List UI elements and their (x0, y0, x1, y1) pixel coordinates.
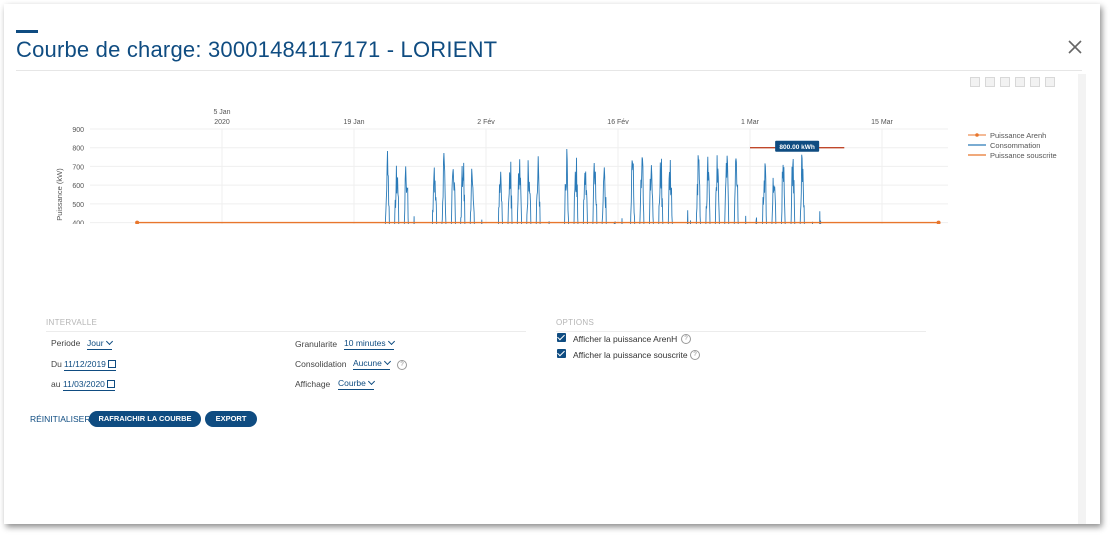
y-tick-label: 400 (72, 221, 84, 224)
au-date-field[interactable]: 11/03/2020 (63, 379, 115, 391)
section-divider-options (556, 331, 926, 332)
scrollbar[interactable] (1078, 74, 1086, 524)
legend-label-souscrite: Puissance souscrite (990, 150, 1057, 160)
chevron-down-icon (383, 357, 391, 366)
y-tick-label: 700 (72, 164, 84, 171)
periode-select[interactable]: Jour (87, 337, 113, 350)
legend-item-arenh[interactable]: Puissance Arenh (968, 130, 1057, 140)
y-tick-label: 800 (72, 146, 84, 153)
periode-label: Periode (51, 338, 81, 348)
lasso-icon[interactable] (985, 77, 995, 87)
option-label-arenh: Afficher la puissance ArenH (573, 334, 678, 344)
affichage-label: Affichage (295, 379, 331, 389)
consolidation-value: Aucune (353, 358, 382, 368)
option-label-souscrite: Afficher la puissance souscrite (573, 350, 688, 360)
help-icon[interactable]: ? (397, 360, 407, 370)
chart-toolbar (970, 77, 1055, 87)
x-tick-label: 19 Jan (343, 119, 364, 126)
legend-swatch-souscrite (968, 154, 986, 156)
y-tick-label: 600 (72, 183, 84, 190)
x-tick-label: 2 Fév (477, 119, 495, 126)
chart-legend: Puissance Arenh Consommation Puissance s… (968, 130, 1057, 160)
section-label-intervalle: INTERVALLE (46, 318, 98, 327)
series-consommation-line (384, 148, 822, 224)
x-tick-label: 16 Fév (607, 119, 629, 126)
granularite-label: Granularite (295, 339, 338, 349)
du-value: 11/12/2019 (64, 359, 106, 369)
series-arenh-point (936, 220, 941, 224)
legend-item-souscrite[interactable]: Puissance souscrite (968, 150, 1057, 160)
checkbox-arenh[interactable] (557, 333, 566, 342)
zoom-out-icon[interactable] (1015, 77, 1025, 87)
modal-dialog: Courbe de charge: 30001484117171 - LORIE… (4, 4, 1100, 524)
section-label-options: OPTIONS (556, 318, 595, 327)
help-icon[interactable]: ? (681, 334, 691, 344)
du-date-field[interactable]: 11/12/2019 (64, 359, 116, 371)
export-button[interactable]: EXPORT (205, 411, 257, 427)
x-tick-label: 5 Jan (213, 109, 230, 116)
y-tick-label: 500 (72, 202, 84, 209)
legend-label-consommation: Consommation (990, 140, 1041, 150)
granularite-select[interactable]: 10 minutes (344, 337, 395, 350)
legend-swatch-consommation (968, 144, 986, 146)
affichage-value: Courbe (338, 378, 366, 388)
help-icon[interactable]: ? (690, 350, 700, 360)
download-icon[interactable] (1045, 77, 1055, 87)
y-axis-label: Puissance (kW) (55, 168, 64, 221)
series-arenh-point (135, 220, 140, 224)
y-tick-label: 900 (72, 127, 84, 134)
au-value: 11/03/2020 (63, 379, 105, 389)
checkbox-souscrite[interactable] (557, 349, 566, 358)
au-label: au (51, 379, 61, 389)
title-accent-bar (16, 30, 38, 33)
reinitialiser-button[interactable]: RÉINITIALISER (30, 414, 91, 424)
chevron-down-icon (367, 377, 375, 386)
select-zoom-icon[interactable] (970, 77, 980, 87)
calendar-icon[interactable] (106, 380, 115, 388)
affichage-select[interactable]: Courbe (338, 377, 375, 390)
legend-item-consommation[interactable]: Consommation (968, 140, 1057, 150)
x-tick-sublabel: 2020 (214, 119, 230, 126)
du-label: Du (51, 359, 62, 369)
x-tick-label: 1 Mar (741, 119, 760, 126)
zoom-in-icon[interactable] (1000, 77, 1010, 87)
section-divider-intervalle (46, 331, 526, 332)
consolidation-label: Consolidation (295, 359, 347, 369)
legend-label-arenh: Puissance Arenh (990, 130, 1047, 140)
rafraichir-button[interactable]: RAFRAICHIR LA COURBE (89, 411, 201, 427)
home-icon[interactable] (1030, 77, 1040, 87)
calendar-icon[interactable] (107, 360, 116, 368)
close-icon[interactable] (1064, 36, 1086, 58)
header-divider (16, 70, 1082, 71)
consolidation-select[interactable]: Aucune (353, 357, 391, 370)
modal-title: Courbe de charge: 30001484117171 - LORIE… (16, 37, 498, 62)
legend-swatch-arenh (968, 133, 986, 137)
x-tick-label: 15 Mar (871, 119, 893, 126)
granularite-value: 10 minutes (344, 338, 386, 348)
souscrite-label-box (775, 140, 820, 152)
chevron-down-icon (387, 337, 395, 346)
souscrite-data-label: 800.00 kWh (779, 144, 814, 151)
periode-value: Jour (87, 338, 104, 348)
chevron-down-icon (105, 337, 113, 346)
